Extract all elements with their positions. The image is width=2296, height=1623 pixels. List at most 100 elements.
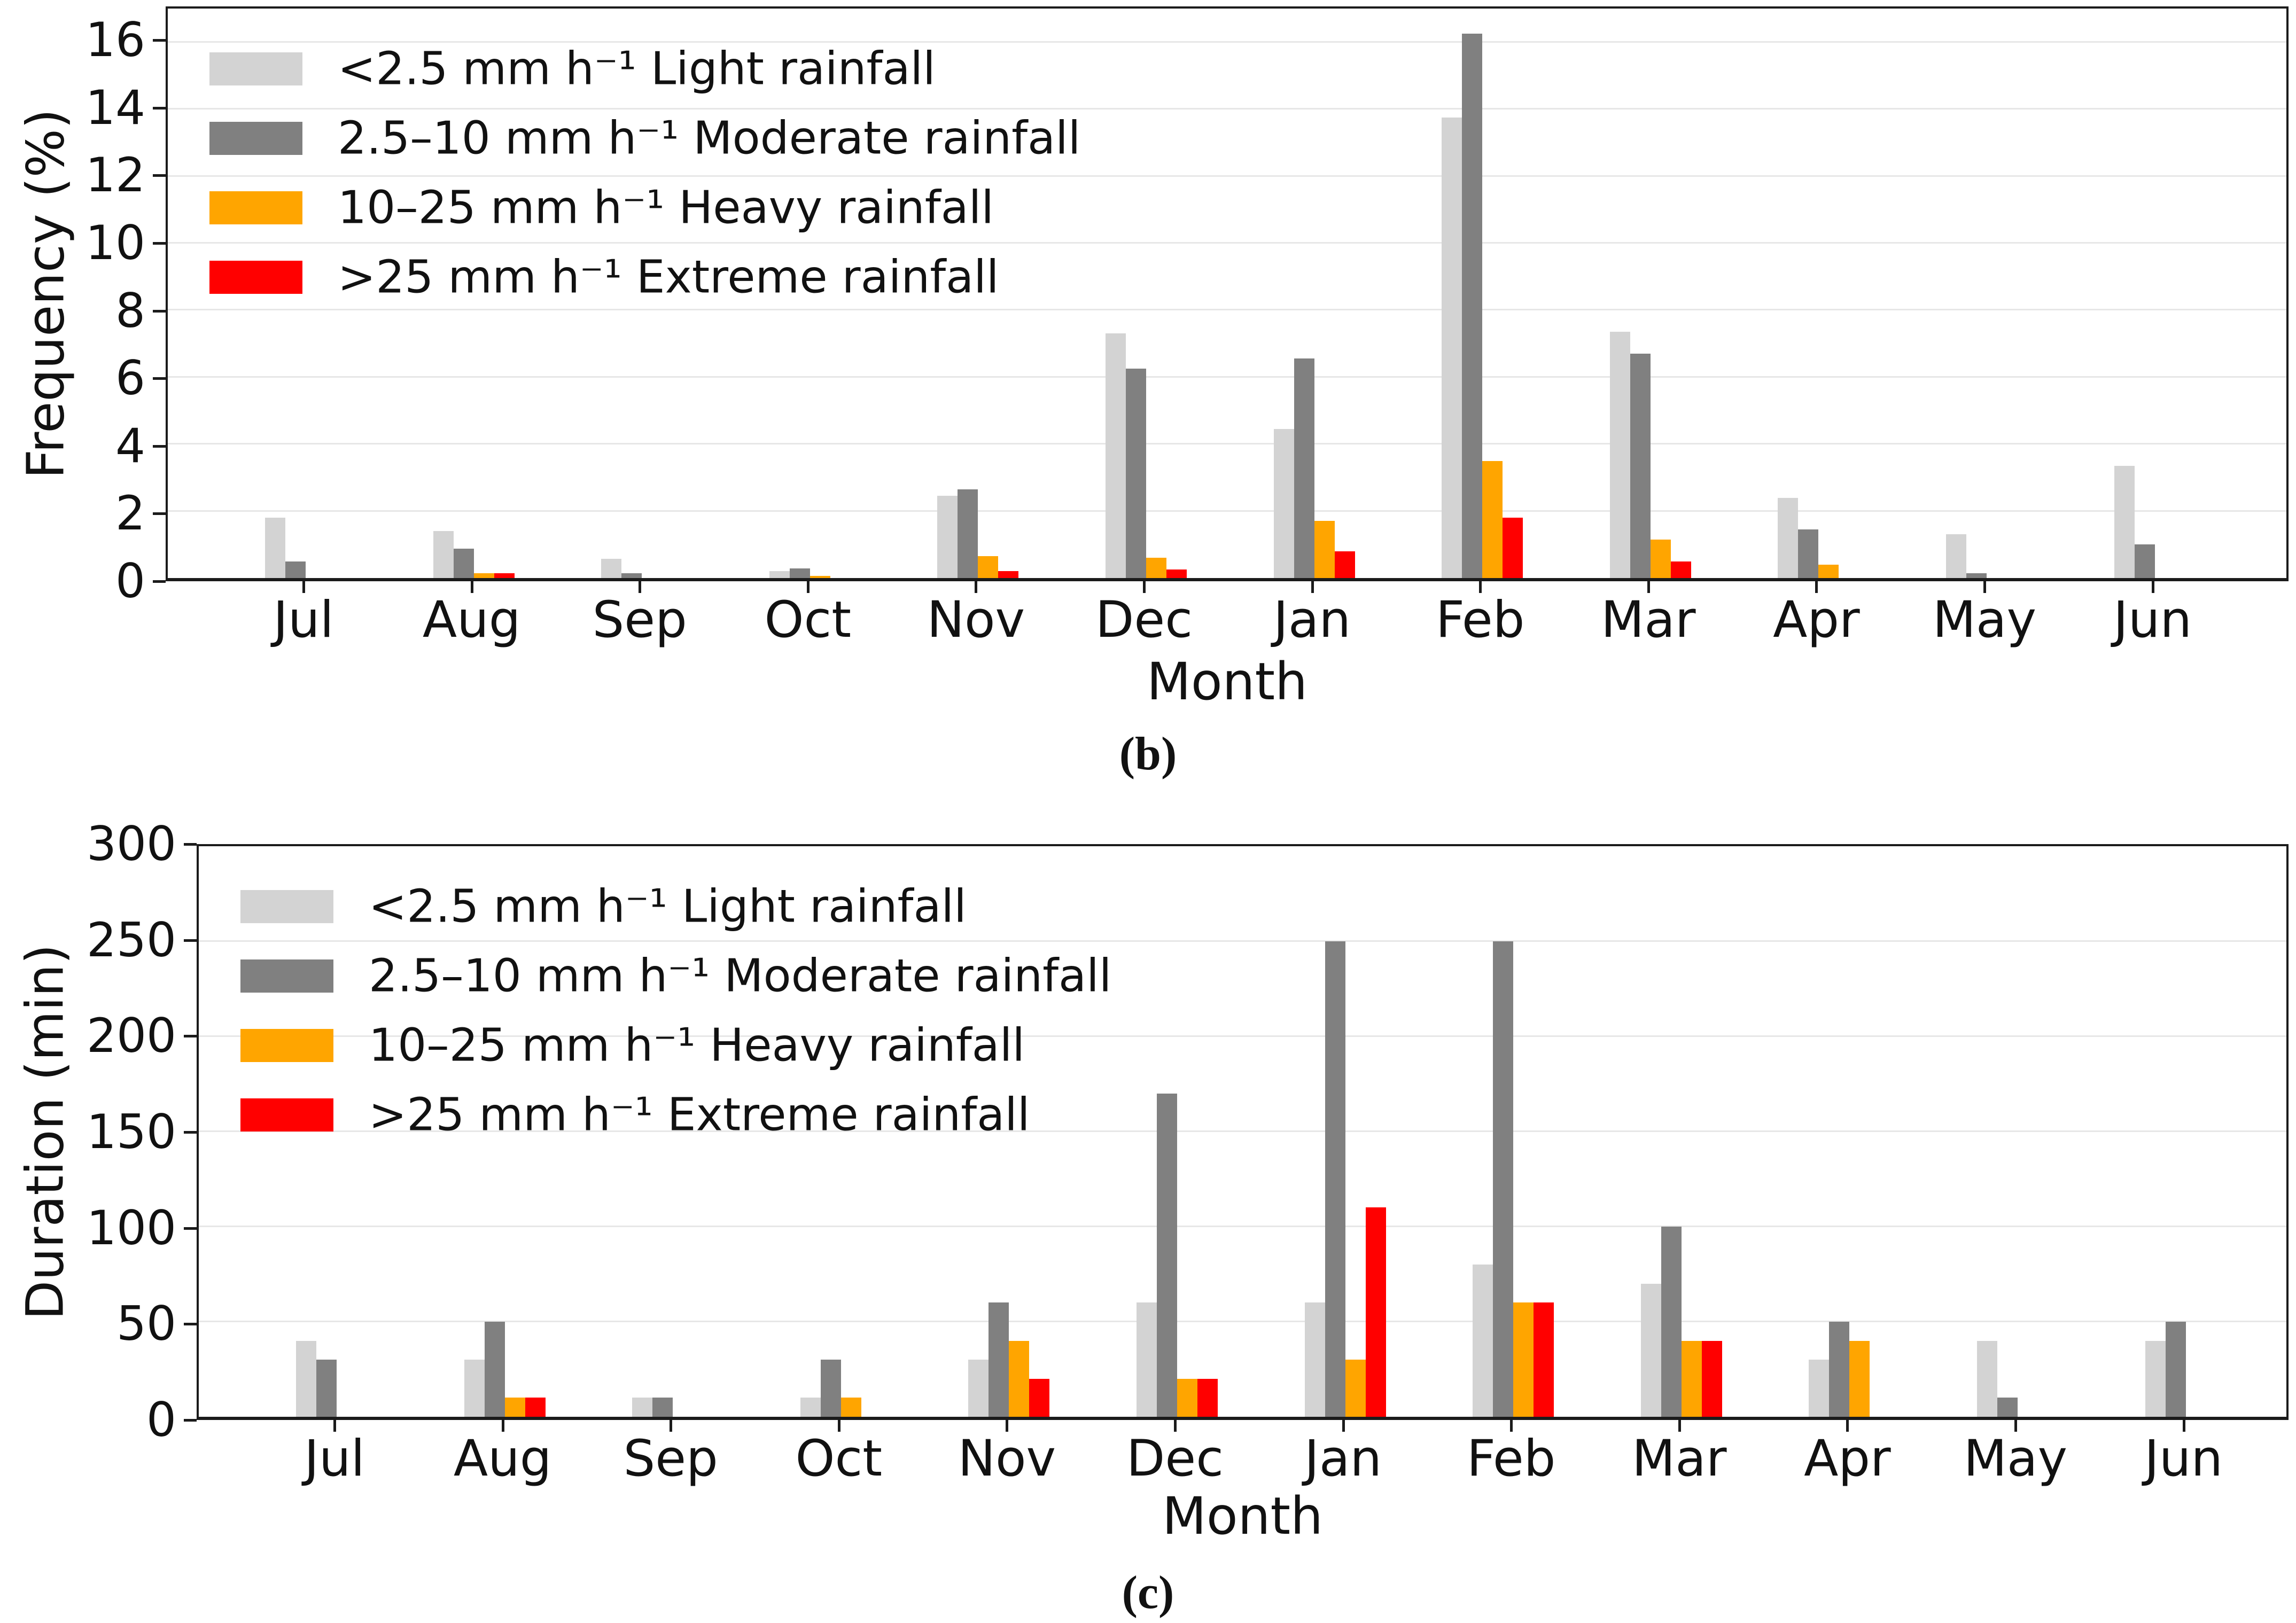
bar (1029, 1378, 1050, 1417)
bar (652, 1398, 673, 1417)
bar (1345, 1360, 1366, 1417)
y-tick-label: 300 (87, 816, 176, 871)
x-axis-title-month-c: Month (1162, 1486, 1323, 1546)
bar (1166, 569, 1187, 578)
x-tick-mark (1342, 1420, 1345, 1432)
bar (433, 531, 454, 578)
y-tick-mark (184, 1035, 197, 1038)
frequency-plot-area: <2.5 mm h⁻¹ Light rainfall 2.5–10 mm h⁻¹ … (166, 6, 2289, 581)
bar (1442, 117, 1462, 578)
y-tick-mark (184, 939, 197, 942)
y-tick-mark (153, 580, 166, 583)
bar (1106, 333, 1126, 578)
legend-swatch (209, 122, 302, 155)
x-tick-mark (1174, 1420, 1177, 1432)
bar (2134, 544, 2155, 578)
x-tick-label: Nov (958, 1430, 1056, 1488)
bar (1304, 1302, 1325, 1417)
bar (621, 573, 642, 578)
bar (1273, 428, 1294, 578)
legend-swatch (209, 261, 302, 294)
y-tick-label: 6 (115, 350, 145, 406)
x-tick-mark (470, 581, 473, 593)
legend-label: 10–25 mm h⁻¹ Heavy rainfall (369, 1019, 1025, 1072)
bar (265, 518, 285, 578)
bar (1650, 539, 1671, 578)
bar (1197, 1378, 1218, 1417)
x-tick-label: Oct (764, 591, 852, 649)
y-tick-label: 0 (146, 1392, 176, 1447)
y-tick-mark (153, 106, 166, 110)
bar (1809, 1360, 1830, 1417)
legend-swatch (240, 1098, 333, 1132)
legend-label: 10–25 mm h⁻¹ Heavy rainfall (338, 181, 994, 235)
x-tick-mark (670, 1420, 673, 1432)
bar (1137, 1302, 1157, 1417)
bar (1670, 561, 1691, 578)
x-tick-mark (1846, 1420, 1849, 1432)
x-tick-label: Dec (1095, 591, 1193, 649)
bar (494, 573, 515, 578)
x-tick-mark (1143, 581, 1146, 593)
x-tick-mark (1678, 1420, 1681, 1432)
x-tick-label: Jun (2113, 591, 2192, 649)
gridline (199, 1226, 2286, 1228)
x-tick-mark (501, 1420, 504, 1432)
x-tick-label: Aug (453, 1430, 552, 1488)
x-tick-label: Sep (623, 1430, 718, 1488)
bar (473, 573, 494, 578)
y-tick-label: 4 (115, 418, 145, 473)
legend-swatch (209, 191, 302, 224)
bar (1513, 1302, 1534, 1417)
gridline (168, 241, 2286, 244)
bar (632, 1398, 653, 1417)
x-tick-label: Jun (2144, 1430, 2223, 1488)
gridline (168, 510, 2286, 512)
y-tick-label: 100 (87, 1200, 176, 1255)
x-tick-mark (2151, 581, 2154, 593)
bar (968, 1360, 989, 1417)
x-tick-label: May (1963, 1430, 2068, 1488)
bar (1503, 518, 1523, 578)
x-tick-label: Mar (1632, 1430, 1727, 1488)
y-tick-label: 0 (115, 553, 145, 608)
x-tick-mark (1311, 581, 1314, 593)
y-tick-mark (184, 1227, 197, 1230)
x-tick-label: Feb (1466, 1430, 1556, 1488)
bar (1701, 1340, 1722, 1417)
bar (1534, 1302, 1554, 1417)
gridline (168, 175, 2286, 177)
bar (800, 1398, 821, 1417)
bar (525, 1398, 546, 1417)
bar (2114, 465, 2135, 578)
gridline (168, 41, 2286, 43)
x-tick-mark (975, 581, 978, 593)
x-tick-mark (837, 1420, 840, 1432)
x-tick-mark (1510, 1420, 1513, 1432)
legend-swatch (240, 1029, 333, 1062)
x-tick-label: Feb (1435, 591, 1525, 649)
y-tick-label: 150 (87, 1104, 176, 1159)
bar (1798, 529, 1819, 578)
y-tick-mark (153, 512, 166, 516)
bar (1640, 1283, 1661, 1417)
x-tick-label: Apr (1773, 591, 1860, 649)
bar (1294, 358, 1314, 578)
bar (1829, 1322, 1850, 1417)
bar (504, 1398, 525, 1417)
bar (484, 1322, 505, 1417)
x-axis-title-month-b: Month (1147, 652, 1307, 712)
legend-label: 2.5–10 mm h⁻¹ Moderate rainfall (369, 949, 1112, 1003)
y-tick-mark (153, 242, 166, 245)
legend-swatch (240, 890, 333, 923)
legend-swatch (209, 52, 302, 85)
bar (769, 571, 790, 578)
y-tick-label: 200 (87, 1008, 176, 1064)
x-tick-mark (2182, 1420, 2185, 1432)
bar (1334, 551, 1355, 578)
bar (1365, 1207, 1386, 1417)
bar (1146, 558, 1166, 578)
gridline (199, 1130, 2286, 1132)
bar (810, 576, 830, 578)
legend-swatch (240, 959, 333, 993)
